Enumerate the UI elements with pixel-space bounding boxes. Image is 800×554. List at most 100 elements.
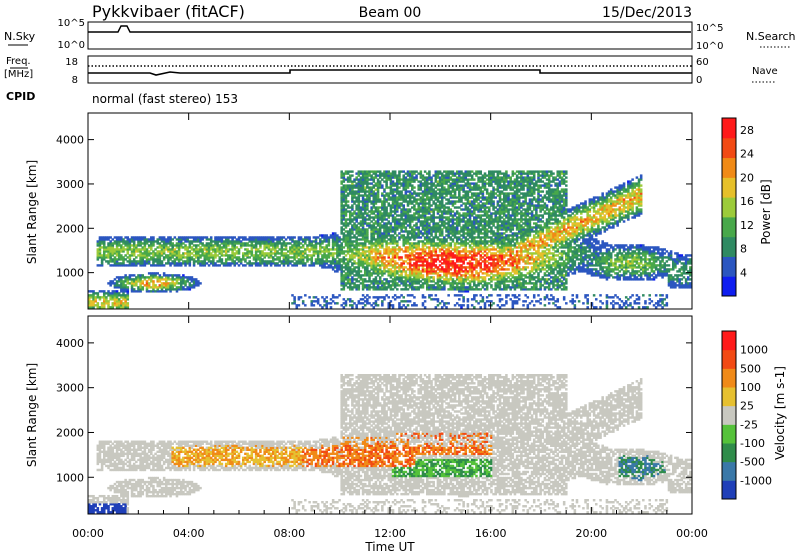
power-cell	[344, 212, 348, 215]
power-cell	[473, 252, 476, 255]
power-cell	[389, 240, 393, 243]
power-cell	[460, 276, 463, 279]
power-cell	[483, 262, 487, 265]
power-cell	[479, 250, 483, 253]
power-cell	[160, 284, 164, 287]
power-cell	[428, 226, 431, 229]
power-cell	[366, 264, 369, 267]
power-cell	[113, 260, 117, 263]
power-cell	[443, 192, 446, 195]
power-cell	[391, 184, 395, 187]
power-cell	[150, 274, 153, 277]
power-cell	[342, 190, 346, 193]
power-cell	[443, 208, 446, 211]
power-cell	[434, 264, 438, 267]
power-cell	[432, 262, 435, 265]
power-cell	[203, 258, 207, 261]
power-cell	[400, 258, 403, 261]
power-cell	[460, 268, 463, 271]
power-cell	[107, 306, 110, 309]
power-cell	[227, 256, 230, 259]
power-cell	[363, 250, 367, 253]
power-cell	[152, 274, 155, 277]
power-cell	[436, 224, 440, 227]
power-cell	[342, 194, 346, 197]
power-cell	[468, 222, 472, 225]
power-cell	[351, 198, 354, 201]
power-cell	[428, 250, 431, 253]
power-cell	[147, 252, 151, 255]
power-cell	[455, 258, 459, 261]
power-cell	[325, 246, 328, 249]
power-cell	[481, 210, 485, 213]
power-cell	[220, 240, 224, 243]
power-cell	[122, 284, 125, 287]
power-cell	[425, 180, 429, 183]
power-cell	[100, 256, 104, 259]
power-cell	[342, 214, 346, 217]
power-cell	[340, 260, 343, 263]
power-cell	[468, 234, 472, 237]
power-cell	[430, 180, 433, 183]
power-cell	[111, 252, 115, 255]
power-cell	[340, 198, 343, 201]
power-cell	[220, 262, 224, 265]
power-cell	[370, 226, 373, 229]
power-cell	[160, 238, 164, 241]
power-cell	[402, 174, 405, 177]
power-cell	[92, 298, 95, 301]
power-cell	[481, 300, 485, 303]
power-cell	[111, 298, 115, 301]
power-cell	[411, 246, 414, 249]
power-cell	[387, 302, 391, 305]
power-cell	[423, 212, 427, 215]
power-cell	[440, 280, 444, 283]
power-cell	[408, 278, 412, 281]
power-cell	[376, 238, 380, 241]
power-cell	[143, 278, 147, 281]
power-cell	[115, 254, 119, 257]
power-cell	[366, 222, 369, 225]
power-cell	[363, 270, 367, 273]
power-cell	[391, 230, 395, 233]
power-cell	[150, 252, 153, 255]
power-cell	[462, 286, 465, 289]
power-cell	[473, 284, 476, 287]
power-cell	[374, 250, 378, 253]
power-cell	[481, 182, 485, 185]
power-cell	[203, 254, 207, 257]
power-cell	[402, 240, 405, 243]
power-cell	[415, 218, 418, 221]
power-cell	[396, 200, 399, 203]
power-cell	[299, 246, 303, 249]
power-cell	[363, 204, 367, 207]
power-cell	[464, 242, 468, 245]
power-cell	[404, 276, 408, 279]
power-cell	[455, 240, 459, 243]
power-cell	[323, 262, 326, 265]
power-cell	[259, 244, 262, 247]
power-cell	[306, 254, 309, 257]
power-cell	[165, 240, 168, 243]
power-cell	[348, 218, 352, 221]
power-cell	[205, 256, 209, 259]
power-cell	[430, 230, 433, 233]
power-cell	[214, 240, 217, 243]
power-cell	[447, 172, 450, 175]
power-cell	[417, 192, 420, 195]
power-cell	[154, 274, 157, 277]
power-cell	[400, 182, 403, 185]
power-cell	[370, 262, 373, 265]
power-cell	[254, 262, 258, 265]
power-cell	[483, 226, 487, 229]
power-cell	[212, 244, 215, 247]
power-cell	[455, 278, 459, 281]
power-cell	[340, 218, 343, 221]
power-cell	[194, 244, 198, 247]
power-cell	[372, 196, 376, 199]
power-cell	[404, 278, 408, 281]
power-cell	[357, 208, 361, 211]
power-cell	[98, 244, 102, 247]
power-cell	[413, 190, 416, 193]
power-cell	[440, 270, 444, 273]
